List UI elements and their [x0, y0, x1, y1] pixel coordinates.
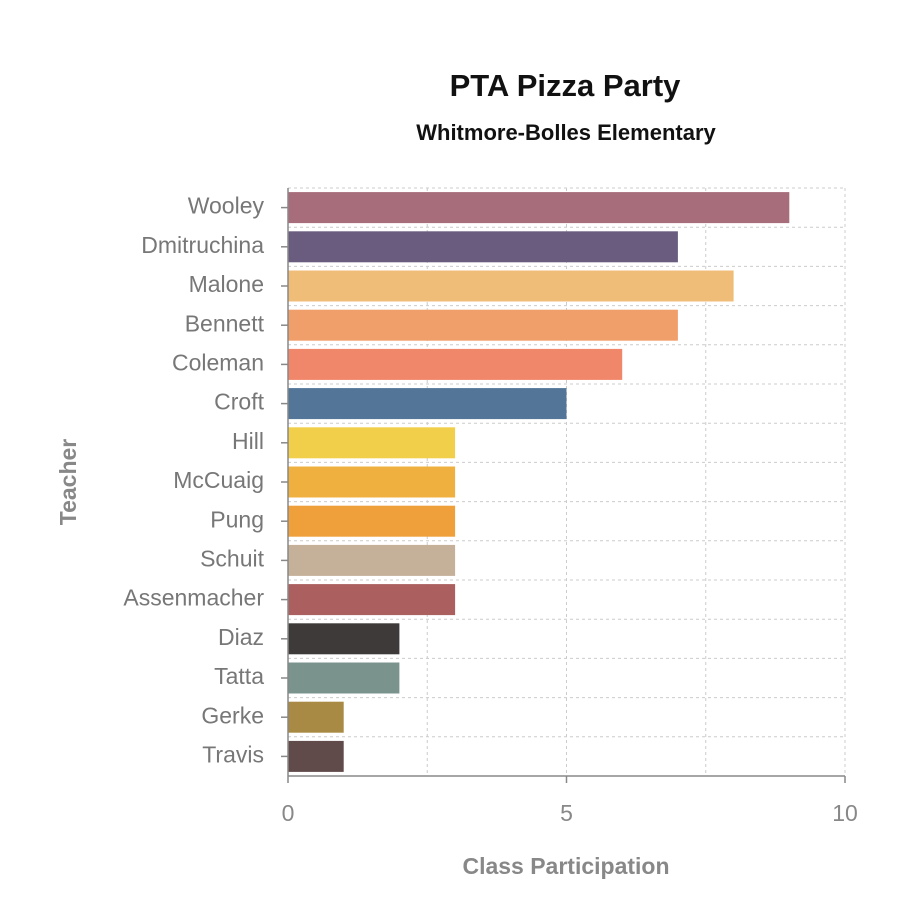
x-tick-label: 0: [282, 800, 295, 826]
x-tick-label: 10: [832, 800, 858, 826]
y-axis-label: Teacher: [55, 439, 81, 526]
x-axis-label: Class Participation: [462, 853, 669, 879]
bar: [288, 270, 734, 302]
y-tick-label: Gerke: [201, 702, 264, 728]
y-tick-label: Diaz: [218, 624, 264, 650]
chart-subtitle: Whitmore-Bolles Elementary: [416, 120, 716, 145]
bar: [288, 701, 344, 733]
y-tick-label: Hill: [232, 428, 264, 454]
chart-title: PTA Pizza Party: [450, 68, 682, 103]
y-tick-label: Bennett: [185, 310, 265, 336]
y-tick-label: Schuit: [200, 545, 265, 571]
y-tick-label: Pung: [210, 506, 264, 532]
y-tick-label: Tatta: [214, 663, 264, 689]
y-tick-label: Assenmacher: [123, 585, 264, 611]
y-tick-label: Malone: [189, 271, 264, 297]
bar: [288, 505, 456, 537]
bar: [288, 348, 623, 380]
bar: [288, 623, 400, 655]
bar: [288, 662, 400, 694]
y-tick-label: Wooley: [188, 193, 265, 219]
bar: [288, 427, 456, 459]
bar: [288, 231, 678, 263]
bar: [288, 544, 456, 576]
y-tick-label: Croft: [214, 389, 264, 415]
bar: [288, 584, 456, 616]
x-tick-label: 5: [560, 800, 573, 826]
bar: [288, 388, 567, 420]
y-tick-label: Coleman: [172, 349, 264, 375]
bar: [288, 309, 678, 341]
y-tick-label: McCuaig: [173, 467, 264, 493]
bar: [288, 740, 344, 772]
bar: [288, 466, 456, 498]
bar: [288, 192, 790, 224]
y-tick-label: Dmitruchina: [141, 232, 264, 258]
y-tick-label: Travis: [202, 741, 264, 767]
